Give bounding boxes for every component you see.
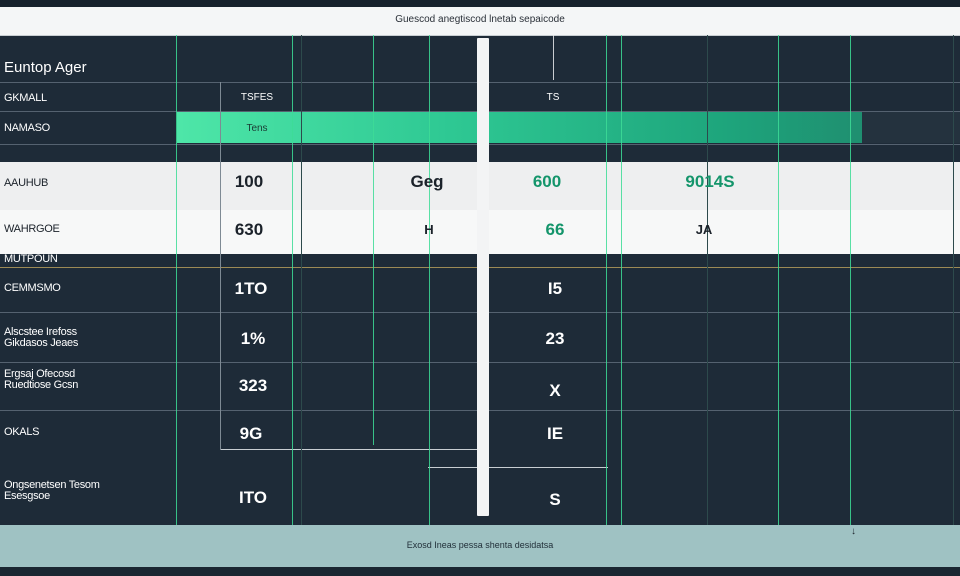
bottom-edge (0, 567, 960, 576)
row-label: GKMALL (4, 92, 47, 104)
column-divider (220, 82, 221, 450)
row-label: CEMMSMO (4, 282, 61, 294)
table-cell: 600 (532, 172, 562, 191)
highlight-bar (177, 112, 862, 143)
table-cell: 9014S (685, 172, 735, 191)
row-divider (220, 449, 480, 450)
table-cell: ITO (238, 488, 268, 507)
table-cell: 630 (234, 220, 264, 239)
column-divider (778, 35, 779, 525)
column-divider (553, 35, 554, 80)
table-cell: 23 (545, 329, 565, 348)
column-divider (606, 35, 607, 525)
column-divider (707, 35, 708, 525)
table-cell: IE (546, 424, 564, 443)
table-cell: X (549, 381, 561, 400)
row-label: OKALS (4, 426, 40, 438)
column-divider (292, 35, 293, 525)
column-divider (429, 35, 430, 525)
row-label: Alscstee Irefoss Gikdasos Jeaes (4, 326, 79, 349)
section-title: Euntop Ager (4, 59, 87, 76)
status-footer (0, 525, 960, 567)
table-cell: TS (546, 92, 560, 103)
table-cell: JA (695, 222, 713, 237)
column-divider (373, 35, 374, 445)
table-cell: S (549, 490, 561, 509)
table-cell: 323 (238, 376, 268, 395)
top-edge (0, 0, 960, 7)
footer-text: Exosd Ineas pessa shenta desidatsa (406, 540, 554, 550)
row-label: Ergsaj Ofecosd Ruedtiose Gcsn (4, 368, 79, 391)
table-cell: 1TO (234, 279, 268, 298)
vertical-scrollbar[interactable] (477, 38, 489, 516)
highlight-bar-tail (862, 112, 960, 143)
table-cell: 66 (545, 220, 565, 239)
column-divider (621, 35, 622, 525)
row-label: WAHRGOE (4, 223, 60, 235)
cursor-marker-icon: ↓ (851, 526, 856, 537)
column-divider (953, 35, 954, 525)
table-cell: I5 (547, 279, 563, 298)
table-cell: TSFES (240, 92, 274, 103)
table-cell: 9G (239, 424, 263, 443)
column-divider (176, 35, 177, 525)
table-cell: H (424, 222, 434, 237)
table-cell: 1% (240, 329, 266, 348)
row-label: MUTPOUN (4, 253, 58, 265)
row-label: Ongsenetsen Tesom Esesgsoe (4, 479, 100, 502)
title-bar (0, 7, 960, 36)
table-cell: Geg (410, 172, 444, 191)
table-cell: Tens (246, 123, 268, 134)
column-divider (301, 35, 302, 525)
table-cell: 100 (234, 172, 264, 191)
row-label: AAUHUB (4, 177, 49, 189)
window-title: Guescod anegtiscod lnetab sepaicode (395, 14, 565, 25)
column-divider (850, 35, 851, 525)
row-divider (428, 467, 608, 468)
row-label: NAMASO (4, 122, 50, 134)
